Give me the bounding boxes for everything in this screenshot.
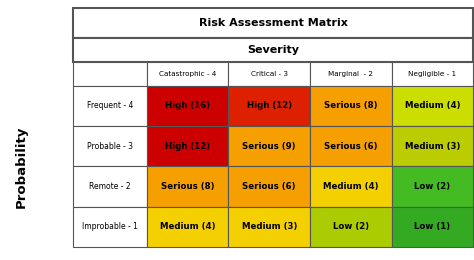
Text: High (12): High (12) [165, 142, 210, 151]
Text: Medium (3): Medium (3) [405, 142, 460, 151]
Text: Probable - 3: Probable - 3 [87, 142, 133, 151]
FancyBboxPatch shape [147, 166, 228, 207]
FancyBboxPatch shape [228, 207, 310, 247]
FancyBboxPatch shape [392, 86, 473, 126]
Text: Low (1): Low (1) [414, 222, 450, 231]
Text: Serious (6): Serious (6) [243, 182, 296, 191]
FancyBboxPatch shape [392, 62, 473, 86]
FancyBboxPatch shape [392, 126, 473, 166]
FancyBboxPatch shape [73, 86, 147, 126]
Text: Probability: Probability [15, 125, 28, 207]
FancyBboxPatch shape [147, 62, 228, 86]
FancyBboxPatch shape [310, 126, 392, 166]
FancyBboxPatch shape [73, 38, 473, 62]
Text: Severity: Severity [247, 45, 299, 55]
FancyBboxPatch shape [228, 62, 310, 86]
Text: Risk Assessment Matrix: Risk Assessment Matrix [199, 18, 348, 28]
Text: Low (2): Low (2) [414, 182, 450, 191]
FancyBboxPatch shape [73, 166, 147, 207]
FancyBboxPatch shape [310, 166, 392, 207]
Text: Remote - 2: Remote - 2 [90, 182, 131, 191]
Text: Critical - 3: Critical - 3 [251, 71, 288, 77]
FancyBboxPatch shape [73, 8, 473, 38]
Text: Negligible - 1: Negligible - 1 [408, 71, 456, 77]
FancyBboxPatch shape [73, 62, 147, 86]
Text: Serious (9): Serious (9) [243, 142, 296, 151]
Text: Catastrophic - 4: Catastrophic - 4 [159, 71, 217, 77]
Text: Low (2): Low (2) [333, 222, 369, 231]
Text: High (16): High (16) [165, 101, 210, 110]
FancyBboxPatch shape [392, 207, 473, 247]
FancyBboxPatch shape [310, 86, 392, 126]
Text: Medium (4): Medium (4) [323, 182, 379, 191]
Text: Medium (4): Medium (4) [160, 222, 216, 231]
Text: Frequent - 4: Frequent - 4 [87, 101, 133, 110]
Text: High (12): High (12) [246, 101, 292, 110]
FancyBboxPatch shape [228, 86, 310, 126]
FancyBboxPatch shape [310, 207, 392, 247]
FancyBboxPatch shape [147, 86, 228, 126]
FancyBboxPatch shape [228, 166, 310, 207]
Text: Marginal  - 2: Marginal - 2 [328, 71, 373, 77]
Text: Serious (8): Serious (8) [324, 101, 377, 110]
Text: Serious (6): Serious (6) [324, 142, 377, 151]
Text: Medium (4): Medium (4) [404, 101, 460, 110]
Text: Serious (8): Serious (8) [161, 182, 214, 191]
Text: Improbable - 1: Improbable - 1 [82, 222, 138, 231]
FancyBboxPatch shape [73, 126, 147, 166]
FancyBboxPatch shape [392, 166, 473, 207]
FancyBboxPatch shape [147, 207, 228, 247]
FancyBboxPatch shape [228, 126, 310, 166]
Text: Medium (3): Medium (3) [242, 222, 297, 231]
FancyBboxPatch shape [147, 126, 228, 166]
FancyBboxPatch shape [310, 62, 392, 86]
FancyBboxPatch shape [73, 207, 147, 247]
